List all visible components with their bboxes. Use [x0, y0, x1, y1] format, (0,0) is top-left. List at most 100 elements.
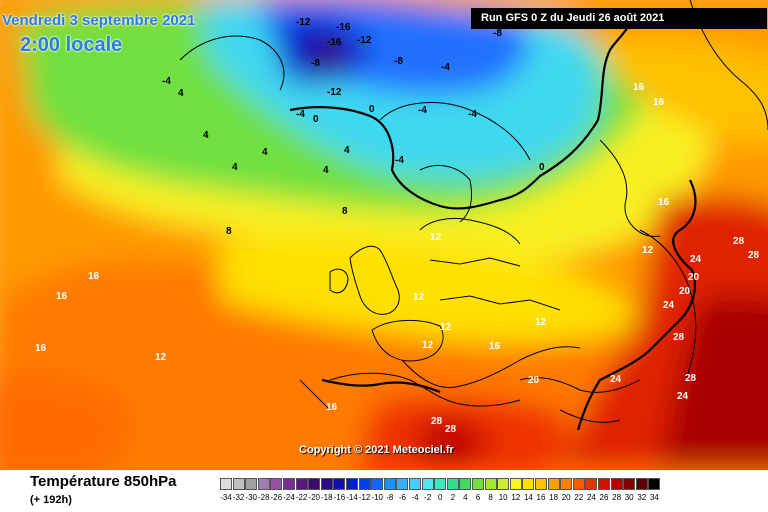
- isotherm-value-label: 20: [688, 272, 700, 283]
- legend-value: 34: [649, 493, 659, 502]
- legend-value: 4: [463, 493, 468, 502]
- legend-swatch: [446, 478, 459, 490]
- legend-swatch: [371, 478, 384, 490]
- isotherm-value-label: 12: [430, 232, 442, 243]
- legend-swatch: [610, 478, 623, 490]
- legend-value: -6: [398, 493, 406, 502]
- isotherm-value-label: 24: [610, 374, 622, 385]
- isotherm-value-label: 16: [658, 197, 670, 208]
- isotherm-value-label: -4: [296, 109, 305, 120]
- legend-swatch: [383, 478, 396, 490]
- isotherm-value-label: 4: [232, 162, 238, 173]
- legend-value: 20: [561, 493, 571, 502]
- legend-swatch: [484, 478, 497, 490]
- isotherm-value-label: 12: [413, 292, 425, 303]
- isotherm-value-label: 8: [342, 206, 348, 217]
- legend-swatch: [648, 478, 661, 490]
- legend-swatch: [320, 478, 333, 490]
- isotherm-value-label: 28: [685, 373, 697, 384]
- legend-swatch: [283, 478, 295, 490]
- isotherm-value-label: 16: [633, 82, 645, 93]
- isotherm-value-label: 16: [88, 271, 100, 282]
- legend-value: 18: [549, 493, 559, 502]
- legend-value: 0: [437, 493, 443, 502]
- legend-swatch: [220, 478, 232, 490]
- legend-value: -26: [270, 493, 283, 502]
- isotherm-value-label: -4: [418, 105, 427, 116]
- isotherm-value-label: 28: [431, 416, 443, 427]
- isotherm-labels: -16 -16 -12 -12 -12 -8 -8 -8 -4 -4 -4 -4 -4 -4 0 0 0 4 4 4 4…: [35, 17, 760, 435]
- legend-swatch: [257, 478, 270, 490]
- isotherm-value-label: -12: [296, 17, 311, 28]
- isotherm-value-label: 16: [653, 97, 665, 108]
- legend-value: 32: [637, 493, 647, 502]
- legend-value: 2: [450, 493, 456, 502]
- isotherm-value-label: 24: [677, 391, 689, 402]
- legend-value: -32: [232, 493, 245, 502]
- legend-value: 28: [612, 493, 622, 502]
- forecast-date: Vendredi 3 septembre 2021: [2, 12, 196, 29]
- isotherm-value-label: 28: [748, 250, 760, 261]
- isotherm-value-label: 12: [155, 352, 167, 363]
- isotherm-value-label: 16: [35, 343, 47, 354]
- isotherm-value-label: 4: [262, 147, 268, 158]
- legend-swatch: [270, 478, 283, 490]
- legend-value: 6: [475, 493, 481, 502]
- legend-value: 14: [523, 493, 533, 502]
- legend-value: 8: [488, 493, 493, 502]
- legend-value: -30: [245, 493, 257, 502]
- legend-footer: Température 850hPa (+ 192h) -34 -32 -30 -28…: [0, 470, 768, 512]
- isotherm-value-label: 4: [203, 130, 209, 141]
- legend-swatch: [232, 478, 245, 490]
- isotherm-value-label: 16: [326, 402, 338, 413]
- legend-value: 24: [586, 493, 596, 502]
- legend-swatch: [346, 478, 358, 490]
- forecast-lead-time: (+ 192h): [30, 494, 72, 506]
- legend-value: 12: [511, 493, 521, 502]
- legend-swatch: [308, 478, 321, 490]
- legend-value: -22: [295, 493, 308, 502]
- legend-swatch: [459, 478, 472, 490]
- isotherm-value-label: 28: [673, 332, 685, 343]
- isotherm-value-label: -12: [327, 87, 342, 98]
- legend-swatch: [509, 478, 522, 490]
- isotherm-value-label: -4: [162, 76, 171, 87]
- legend-value: -34: [220, 493, 232, 502]
- isotherm-value-label: 8: [226, 226, 232, 237]
- run-info-box: Run GFS 0 Z du Jeudi 26 août 2021: [471, 8, 767, 29]
- isotherm-value-label: 24: [690, 254, 702, 265]
- legend-value: -24: [283, 493, 295, 502]
- zero-degree-isotherm: [289, 9, 697, 431]
- legend-swatch: [295, 478, 308, 490]
- legend-value: -14: [346, 493, 358, 502]
- isotherm-value-label: -4: [441, 62, 450, 73]
- legend-value: 22: [574, 493, 584, 502]
- legend-value: -20: [308, 493, 320, 502]
- legend-value: -28: [258, 493, 270, 502]
- legend-swatch: [560, 478, 573, 490]
- legend-swatch: [396, 478, 409, 490]
- isotherm-value-label: -8: [311, 58, 320, 69]
- legend-swatch: [522, 478, 535, 490]
- isotherm-value-label: 20: [528, 375, 540, 386]
- temperature-850hpa-map: -16 -16 -12 -12 -12 -8 -8 -8 -4 -4 -4 -4 -4 -4 0 0 0 4 4 4 4…: [0, 0, 768, 470]
- legend-swatch: [623, 478, 636, 490]
- coastlines: [179, 0, 768, 423]
- isotherm-value-label: 12: [642, 245, 654, 256]
- isotherm-value-label: -16: [336, 22, 351, 33]
- legend-value: -2: [424, 493, 432, 502]
- isotherm-value-label: 0: [313, 114, 319, 125]
- isotherm-value-label: -4: [468, 109, 477, 120]
- isotherm-value-label: 20: [679, 286, 691, 297]
- run-info-text: Run GFS 0 Z du Jeudi 26 août 2021: [481, 12, 665, 24]
- legend-swatch: [598, 478, 610, 490]
- isotherm-value-label: 12: [422, 340, 434, 351]
- legend-swatch: [245, 478, 258, 490]
- legend-swatch: [572, 478, 585, 490]
- forecast-time: 2:00 locale: [20, 34, 123, 56]
- isotherm-value-label: 16: [489, 341, 501, 352]
- isotherm-value-label: 12: [440, 322, 452, 333]
- isotherm-value-label: 28: [733, 236, 745, 247]
- legend-value: 10: [498, 493, 508, 502]
